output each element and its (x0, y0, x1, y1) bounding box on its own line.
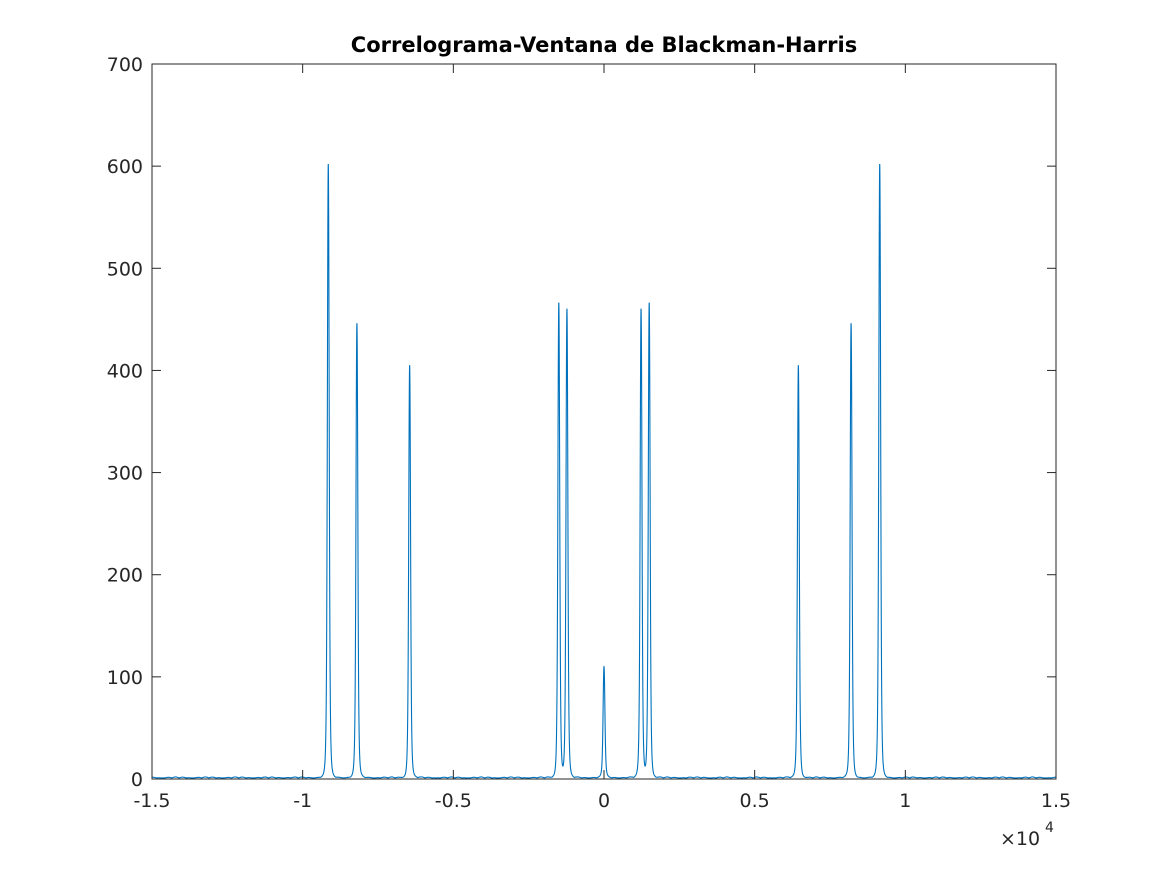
x-axis: -1.5 -1 -0.5 0 0.5 1 1.5 (133, 64, 1071, 812)
y-tick-label: 100 (107, 667, 143, 689)
x-tick-label: -1 (293, 790, 312, 812)
y-tick-label: 400 (107, 360, 143, 382)
y-tick-label: 200 (107, 565, 143, 587)
x-tick-label: -0.5 (435, 790, 472, 812)
y-tick-label: 700 (107, 54, 143, 76)
x-tick-label: 0 (598, 790, 610, 812)
data-line (151, 164, 1057, 779)
plot-area (151, 63, 1057, 780)
x-multiplier-base: ×10 (1000, 828, 1040, 850)
y-tick-label: 0 (131, 769, 143, 791)
x-axis-multiplier: ×10 4 (1000, 820, 1054, 850)
y-tick-label: 500 (107, 258, 143, 280)
x-tick-label: 1.5 (1041, 790, 1071, 812)
y-axis: 0 100 200 300 400 500 600 700 (107, 54, 1056, 791)
data-series (151, 164, 1057, 779)
x-tick-label: -1.5 (133, 790, 170, 812)
axes-box (151, 63, 1057, 780)
chart-title: Correlograma-Ventana de Blackman-Harris (351, 33, 857, 57)
y-tick-label: 600 (107, 156, 143, 178)
x-tick-label: 1 (899, 790, 911, 812)
x-multiplier-exponent: 4 (1045, 820, 1054, 836)
x-tick-label: 0.5 (740, 790, 770, 812)
y-tick-label: 300 (107, 463, 143, 485)
